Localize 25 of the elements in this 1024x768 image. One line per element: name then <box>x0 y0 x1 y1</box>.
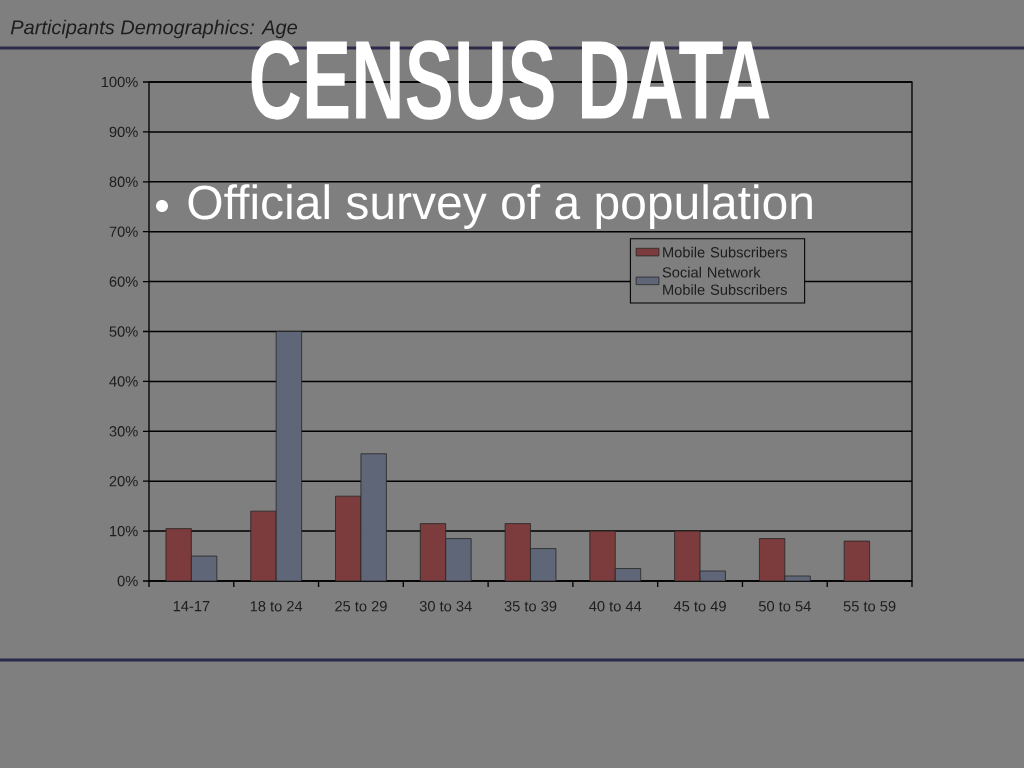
y-tick-label: 40% <box>109 376 138 387</box>
x-tick-label: 18 to 24 <box>250 601 303 612</box>
y-tick-label: 80% <box>109 176 138 187</box>
y-tick-label: 10% <box>110 525 138 537</box>
annotation: Official survey of a population <box>188 184 812 229</box>
y-tick-label: 30% <box>109 426 138 437</box>
x-tick-label: 50 to 54 <box>758 601 811 612</box>
y-tick-label: 70% <box>109 226 138 237</box>
x-tick-label: 25 to 29 <box>335 601 387 612</box>
y-tick-label: 20% <box>109 476 138 487</box>
bar <box>843 540 870 582</box>
y-tick-label: 60% <box>109 276 138 287</box>
legend-label: Social Network Mobile Subscribers <box>662 266 787 295</box>
x-tick-label: 40 to 44 <box>589 601 642 612</box>
x-tick-label: 35 to 39 <box>504 601 557 612</box>
x-tick-label: 55 to 59 <box>843 601 896 612</box>
y-tick-label: 50% <box>109 326 138 337</box>
y-tick-label: 90% <box>109 126 138 138</box>
x-tick-label: 45 to 49 <box>673 601 726 612</box>
x-tick-label: 30 to 34 <box>419 601 472 612</box>
y-tick-label: 0% <box>117 575 138 587</box>
x-tick-label: 14-17 <box>173 601 210 612</box>
y-tick-label: 100% <box>101 76 138 88</box>
legend-label: Mobile Subscribers <box>663 246 787 258</box>
chart-subtitle: Participants Demographics: Age <box>10 19 298 39</box>
